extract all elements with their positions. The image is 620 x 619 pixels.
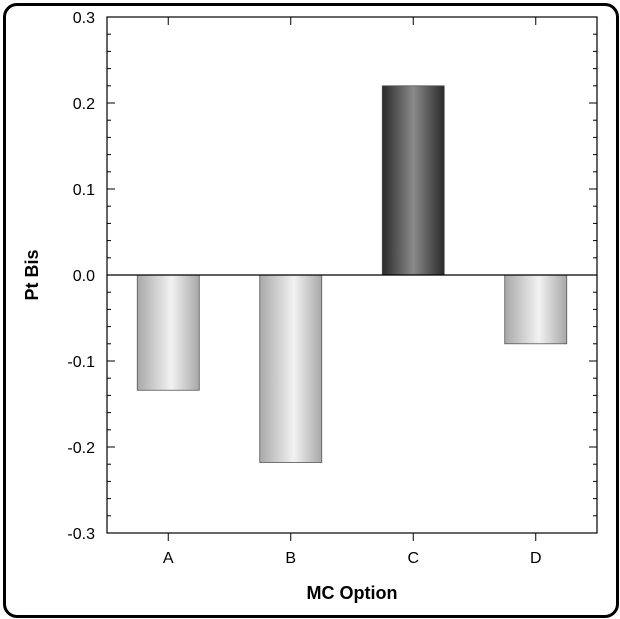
x-tick-label-c: C (407, 550, 419, 567)
y-tick-label: 0.2 (73, 96, 95, 113)
y-axis-title: Pt Bis (22, 249, 42, 300)
x-axis-title: MC Option (307, 583, 398, 603)
y-tick-label: -0.2 (67, 440, 95, 457)
y-tick-label: 0.0 (73, 268, 95, 285)
x-tick-label-b: B (285, 550, 296, 567)
y-tick-label: -0.1 (67, 354, 95, 371)
bar-d (504, 274, 568, 345)
x-tick-label-a: A (163, 550, 174, 567)
y-tick-label: 0.3 (73, 10, 95, 27)
bar-b (259, 274, 323, 463)
bar-a (136, 274, 200, 391)
bars (136, 85, 568, 463)
axes: -0.3 -0.2 -0.1 0.0 0.1 0.2 0.3 A B C D (67, 10, 598, 567)
y-tick-label: -0.3 (67, 526, 95, 543)
bar-c (381, 85, 445, 276)
x-tick-label-d: D (530, 550, 542, 567)
y-tick-label: 0.1 (73, 182, 95, 199)
